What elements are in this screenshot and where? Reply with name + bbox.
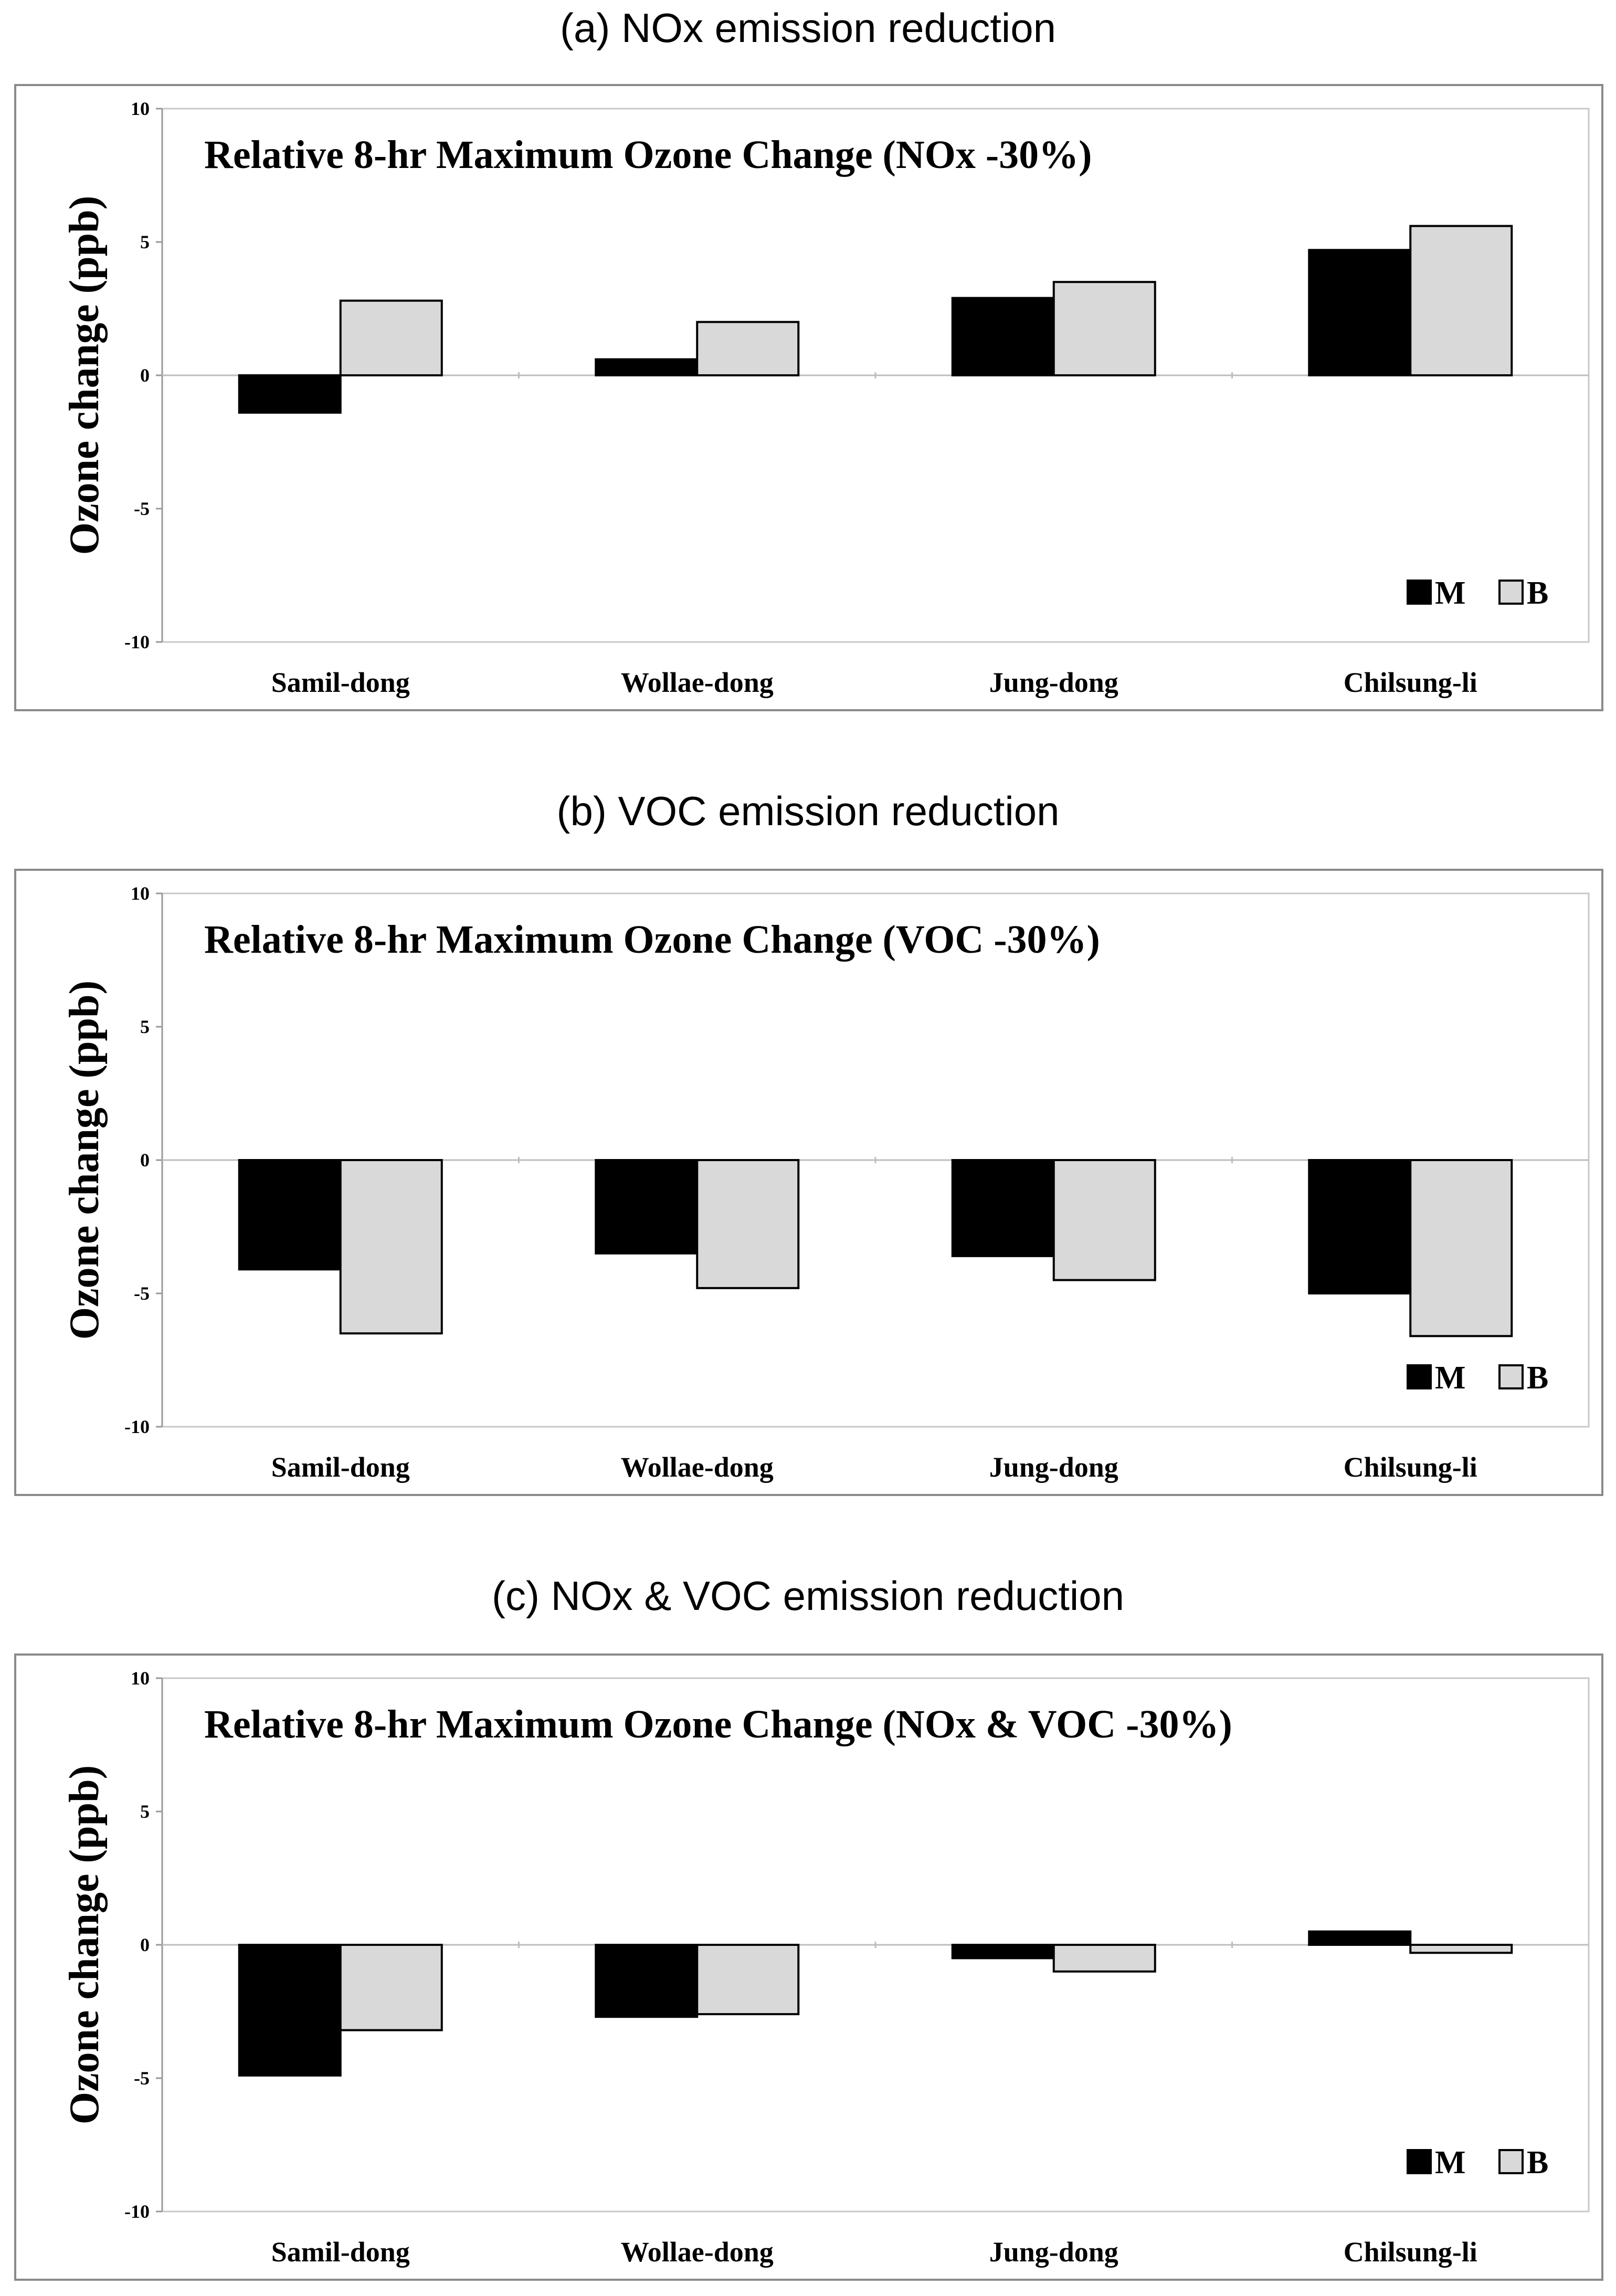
x-tick-label: Samil-dong <box>271 1451 410 1483</box>
bar-m-wollae-dong <box>595 1944 699 2018</box>
bar-b-chilsung-li <box>1409 1944 1513 1954</box>
panel-a-caption: (a) NOx emission reduction <box>560 5 1056 51</box>
chart-svg: 10 5 0 -5 -10 Samil-dong Wollae-dong Jung-dong C… <box>14 84 1603 711</box>
legend-label-m: M <box>1435 2145 1466 2181</box>
bar-m-jung-dong <box>951 297 1055 376</box>
y-tick-label: 5 <box>140 1801 150 1822</box>
bar-m-samil-dong <box>238 1944 342 2077</box>
x-tick-label: Jung-dong <box>989 667 1118 698</box>
bar-m-jung-dong <box>951 1944 1055 1960</box>
chart-svg: 10 5 0 -5 -10 Samil-dong Wollae-dong Jung-dong C… <box>14 869 1603 1496</box>
chart-title: Relative 8-hr Maximum Ozone Change (NOx … <box>204 1702 1232 1746</box>
y-tick-label: -5 <box>134 1283 150 1304</box>
x-tick-label: Wollae-dong <box>621 667 774 698</box>
y-axis-label: Ozone change (ppb) <box>61 196 108 555</box>
bar-m-wollae-dong <box>595 1159 699 1255</box>
legend-swatch-m <box>1407 2149 1432 2174</box>
bar-m-chilsung-li <box>1308 249 1412 376</box>
bar-b-wollae-dong <box>696 321 800 376</box>
legend-swatch-m <box>1407 580 1432 605</box>
bar-b-samil-dong <box>339 299 443 377</box>
x-tick-label: Chilsung-li <box>1344 667 1477 698</box>
bar-m-samil-dong <box>238 1159 342 1271</box>
y-axis-label: Ozone change (ppb) <box>61 1765 108 2125</box>
bar-m-jung-dong <box>951 1159 1055 1257</box>
bar-b-samil-dong <box>339 1944 443 2031</box>
x-tick-label: Wollae-dong <box>621 1451 774 1483</box>
legend-label-b: B <box>1527 2145 1548 2181</box>
legend-swatch-b <box>1498 2149 1524 2174</box>
x-tick-label: Chilsung-li <box>1344 2236 1477 2268</box>
bar-b-wollae-dong <box>696 1944 800 2016</box>
x-tick-label: Samil-dong <box>271 2236 410 2268</box>
legend-label-b: B <box>1527 1360 1548 1396</box>
y-tick-label: 10 <box>131 98 150 119</box>
legend-label-m: M <box>1435 1360 1466 1396</box>
bar-m-chilsung-li <box>1308 1930 1412 1946</box>
panel-c-caption: (c) NOx & VOC emission reduction <box>491 1573 1124 1619</box>
legend-swatch-b <box>1498 580 1524 605</box>
y-tick-label: 0 <box>140 1150 150 1171</box>
y-tick-label: 5 <box>140 231 150 252</box>
y-tick-label: -5 <box>134 2068 150 2089</box>
bar-m-chilsung-li <box>1308 1159 1412 1294</box>
y-tick-label: 0 <box>140 1934 150 1955</box>
legend-swatch-b <box>1498 1364 1524 1389</box>
bar-b-wollae-dong <box>696 1159 800 1289</box>
x-tick-label: Jung-dong <box>989 2236 1118 2268</box>
y-tick-label: -5 <box>134 498 150 519</box>
chart-svg: 10 5 0 -5 -10 Samil-dong Wollae-dong Jung-dong C… <box>14 1653 1603 2281</box>
bar-b-chilsung-li <box>1409 1159 1513 1337</box>
bar-b-chilsung-li <box>1409 225 1513 376</box>
chart-title: Relative 8-hr Maximum Ozone Change (VOC … <box>204 918 1100 962</box>
y-tick-label: 10 <box>131 883 150 904</box>
y-tick-label: -10 <box>124 2201 150 2222</box>
chart-panel-c: 10 5 0 -5 -10 Samil-dong Wollae-dong Jung-dong C… <box>14 1653 1603 2281</box>
y-tick-label: 0 <box>140 365 150 386</box>
x-tick-label: Samil-dong <box>271 667 410 698</box>
bar-m-wollae-dong <box>595 358 699 377</box>
bar-b-samil-dong <box>339 1159 443 1335</box>
y-tick-label: 10 <box>131 1668 150 1689</box>
x-tick-label: Jung-dong <box>989 1451 1118 1483</box>
y-tick-label: -10 <box>124 1416 150 1437</box>
chart-panel-a: 10 5 0 -5 -10 Samil-dong Wollae-dong Jung-dong C… <box>14 84 1603 711</box>
bar-b-jung-dong <box>1052 281 1156 377</box>
bar-m-samil-dong <box>238 374 342 414</box>
legend-swatch-m <box>1407 1364 1432 1389</box>
bar-b-jung-dong <box>1052 1159 1156 1281</box>
bar-b-jung-dong <box>1052 1944 1156 1973</box>
x-tick-label: Wollae-dong <box>621 2236 774 2268</box>
legend-label-m: M <box>1435 575 1466 611</box>
legend-label-b: B <box>1527 575 1548 611</box>
y-tick-label: 5 <box>140 1016 150 1037</box>
y-axis-label: Ozone change (ppb) <box>61 981 108 1340</box>
x-tick-label: Chilsung-li <box>1344 1451 1477 1483</box>
chart-panel-b: 10 5 0 -5 -10 Samil-dong Wollae-dong Jung-dong C… <box>14 869 1603 1496</box>
y-tick-label: -10 <box>124 631 150 652</box>
chart-title: Relative 8-hr Maximum Ozone Change (NOx … <box>204 133 1092 177</box>
panel-b-caption: (b) VOC emission reduction <box>556 788 1060 834</box>
